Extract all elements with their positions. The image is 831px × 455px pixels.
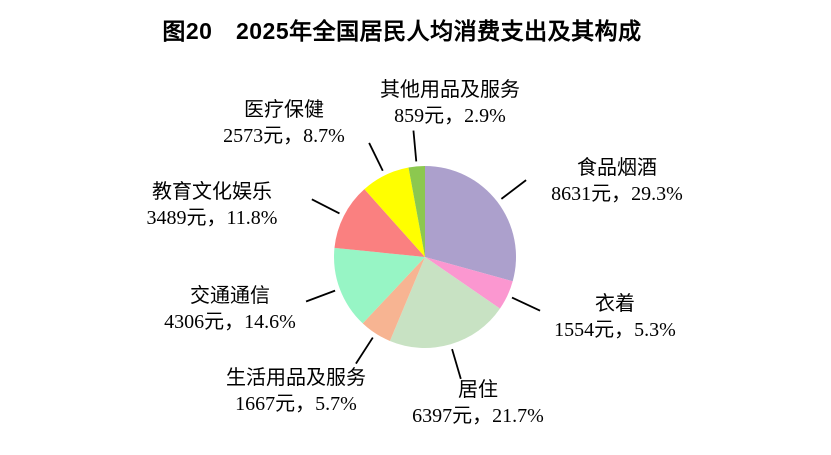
slice-label-transport-communication: 交通通信 4306元，14.6%	[164, 283, 296, 335]
pie-slice-housing	[389, 257, 500, 348]
slice-label-clothing: 衣着 1554元，5.3%	[554, 291, 676, 343]
slice-name: 教育文化娱乐	[151, 181, 272, 203]
leader-line-other-goods-services	[412, 130, 418, 162]
slice-value: 1667元，5.7%	[235, 393, 357, 415]
slice-value: 4306元，14.6%	[164, 311, 296, 333]
slice-label-education-culture-entertainment: 教育文化娱乐 3489元，11.8%	[147, 179, 278, 231]
leader-line-healthcare	[368, 142, 384, 172]
slice-name: 生活用品及服务	[226, 367, 366, 389]
pie-slice-healthcare	[364, 167, 425, 257]
slice-label-healthcare: 医疗保健 2573元，8.7%	[223, 97, 345, 149]
slice-value: 8631元，29.3%	[551, 183, 683, 205]
slice-label-housing: 居住 6397元，21.7%	[412, 377, 544, 429]
slice-label-other-goods-services: 其他用品及服务 859元，2.9%	[380, 77, 520, 129]
slice-label-household-goods-services: 生活用品及服务 1667元，5.7%	[226, 365, 366, 417]
leader-line-housing	[451, 348, 462, 380]
slice-value: 2573元，8.7%	[223, 125, 345, 147]
pie-slice-transport-communication	[334, 247, 425, 324]
slice-name: 医疗保健	[243, 99, 324, 121]
slice-value: 859元，2.9%	[394, 105, 506, 127]
pie-slice-clothing	[425, 257, 513, 309]
slice-name: 其他用品及服务	[380, 79, 520, 101]
pie-slice-education-culture-entertainment	[334, 189, 425, 257]
leader-line-food-tobacco-alcohol	[500, 179, 527, 200]
slice-value: 3489元，11.8%	[146, 207, 278, 229]
pie-slice-household-goods-services	[362, 257, 425, 341]
slice-value: 6397元，21.7%	[412, 405, 544, 427]
pie-slice-other-goods-services	[408, 166, 425, 257]
leader-line-household-goods-services	[355, 337, 374, 365]
slice-name: 居住	[457, 379, 498, 401]
slice-name: 食品烟酒	[576, 157, 657, 179]
leader-line-clothing	[511, 296, 541, 312]
leader-line-education-culture-entertainment	[311, 198, 340, 215]
chart-title: 图20 2025年全国居民人均消费支出及其构成	[162, 18, 642, 44]
leader-line-transport-communication	[305, 289, 336, 303]
slice-value: 1554元，5.3%	[554, 319, 676, 341]
pie-slice-food-tobacco-alcohol	[425, 166, 517, 282]
slice-name: 衣着	[594, 293, 635, 315]
slice-label-food-tobacco-alcohol: 食品烟酒 8631元，29.3%	[551, 155, 683, 207]
slice-name: 交通通信	[189, 285, 270, 307]
